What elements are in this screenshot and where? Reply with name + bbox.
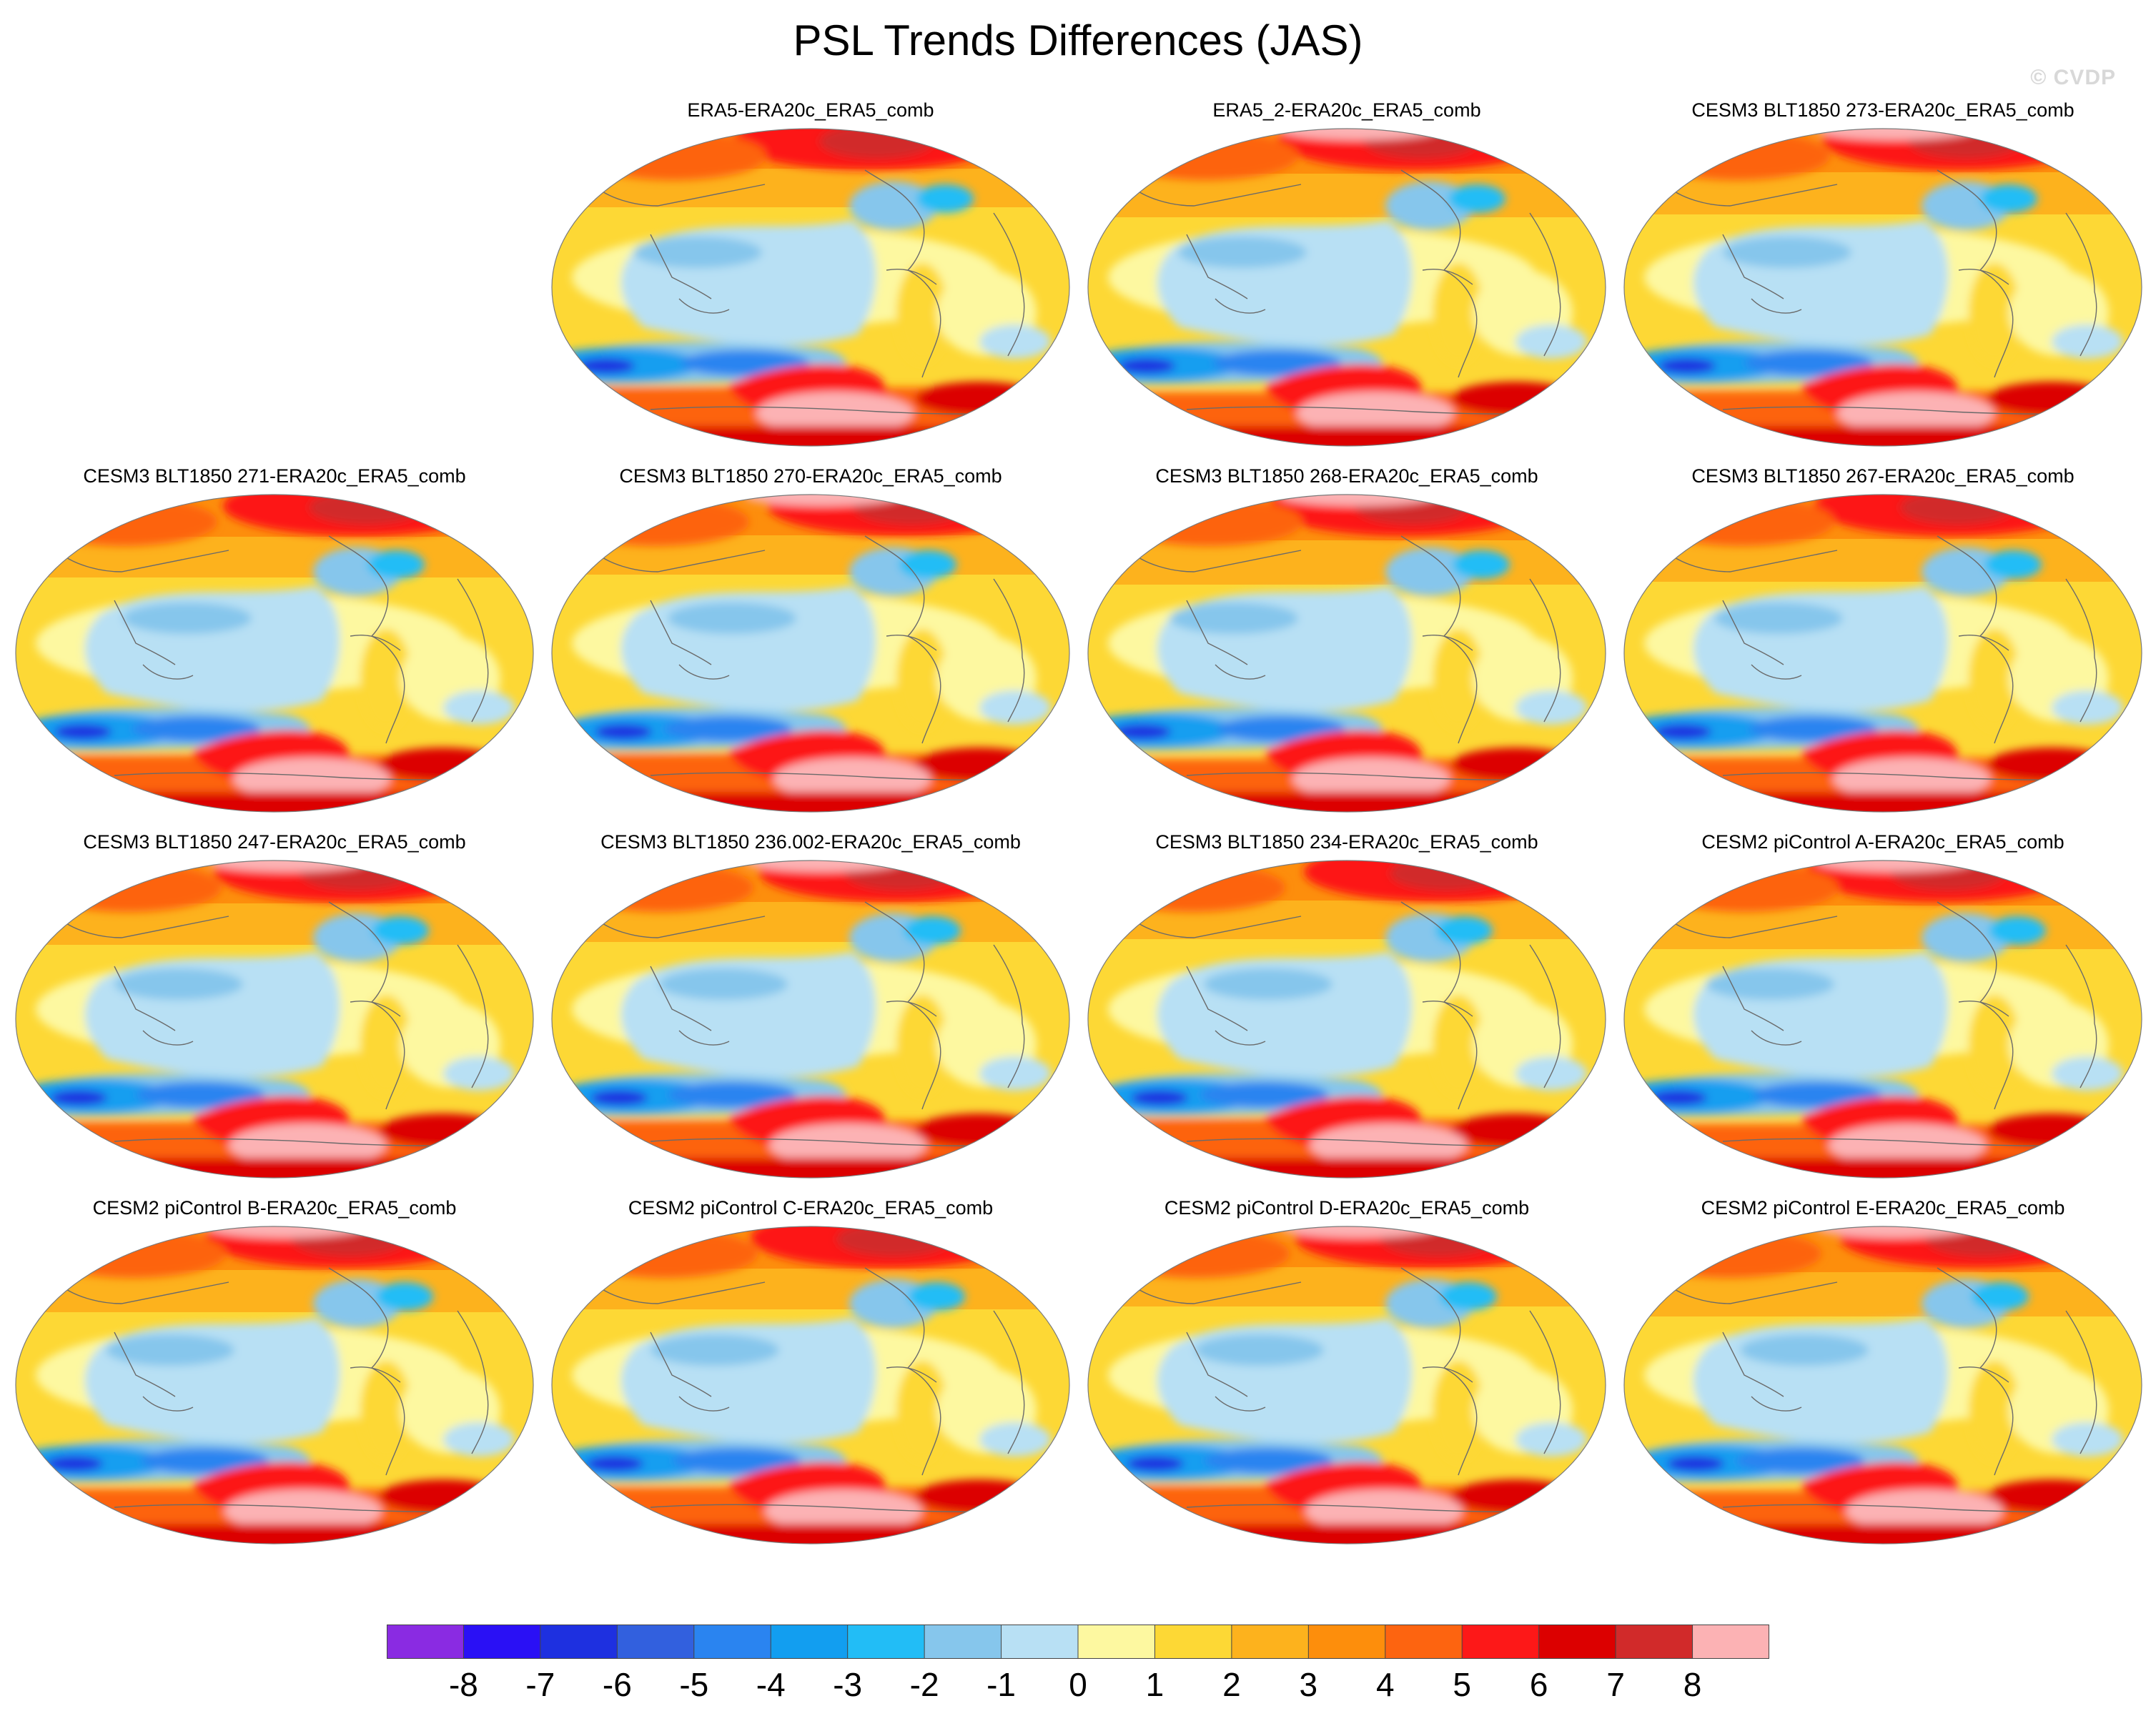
colorbar-swatch — [1462, 1625, 1540, 1659]
colorbar-tick-label: -2 — [909, 1666, 939, 1703]
map-panel — [1087, 860, 1606, 1179]
colorbar-swatch — [771, 1625, 849, 1659]
colorbar-tick-label: 7 — [1606, 1666, 1625, 1703]
colorbar-swatch — [1616, 1625, 1693, 1659]
colorbar-tick-label: 6 — [1529, 1666, 1548, 1703]
panel-title: ERA5-ERA20c_ERA5_comb — [687, 99, 934, 121]
panel-title: CESM2 piControl E-ERA20c_ERA5_comb — [1701, 1197, 2065, 1219]
panel-title: CESM3 BLT1850 267-ERA20c_ERA5_comb — [1691, 465, 2075, 487]
colorbar-swatch — [463, 1625, 541, 1659]
colorbar-swatch — [847, 1625, 925, 1659]
colorbar-tick-label: 4 — [1375, 1666, 1395, 1703]
panel-title: ERA5_2-ERA20c_ERA5_comb — [1212, 99, 1481, 121]
map-panel — [1623, 494, 2142, 813]
panel-title: CESM2 piControl D-ERA20c_ERA5_comb — [1164, 1197, 1530, 1219]
colorbar-tick-label: -6 — [602, 1666, 632, 1703]
colorbar-swatch — [693, 1625, 771, 1659]
map-panel — [15, 860, 534, 1179]
colorbar-tick-label: 2 — [1222, 1666, 1241, 1703]
cvdp-watermark: © CVDP — [2030, 66, 2116, 89]
panel-title: CESM3 BLT1850 247-ERA20c_ERA5_comb — [83, 831, 466, 853]
map-panel — [1087, 128, 1606, 447]
panel-title: CESM2 piControl C-ERA20c_ERA5_comb — [628, 1197, 994, 1219]
colorbar-swatch — [1231, 1625, 1309, 1659]
map-panel — [551, 494, 1070, 813]
panel-title: CESM3 BLT1850 234-ERA20c_ERA5_comb — [1155, 831, 1538, 853]
colorbar-tick-label: 8 — [1683, 1666, 1702, 1703]
map-panel — [15, 1226, 534, 1544]
map-panel — [1623, 1226, 2142, 1544]
colorbar-tick-label: -7 — [525, 1666, 555, 1703]
map-panel — [1623, 128, 2142, 447]
map-panel — [551, 1226, 1070, 1544]
colorbar-swatch — [1154, 1625, 1232, 1659]
colorbar-swatch — [1308, 1625, 1386, 1659]
colorbar-tick-label: 0 — [1069, 1666, 1087, 1703]
map-panel — [1623, 860, 2142, 1179]
panel-title: CESM3 BLT1850 273-ERA20c_ERA5_comb — [1691, 99, 2075, 121]
colorbar-swatch — [1001, 1625, 1079, 1659]
colorbar-swatch — [540, 1625, 618, 1659]
map-panel — [1087, 1226, 1606, 1544]
colorbar — [387, 1625, 1769, 1659]
panel-title: CESM3 BLT1850 236.002-ERA20c_ERA5_comb — [600, 831, 1021, 853]
colorbar-swatch — [1538, 1625, 1616, 1659]
colorbar-swatch — [1692, 1625, 1769, 1659]
panel-title: CESM3 BLT1850 271-ERA20c_ERA5_comb — [83, 465, 466, 487]
map-panel — [1087, 494, 1606, 813]
panel-title: CESM3 BLT1850 268-ERA20c_ERA5_comb — [1155, 465, 1538, 487]
colorbar-tick-label: -1 — [986, 1666, 1016, 1703]
figure-title: PSL Trends Differences (JAS) — [793, 16, 1363, 64]
colorbar-tick-label: 5 — [1453, 1666, 1472, 1703]
map-panel — [551, 860, 1070, 1179]
colorbar-tick-label: -3 — [833, 1666, 863, 1703]
colorbar-swatch — [387, 1625, 464, 1659]
map-panel — [15, 494, 534, 813]
colorbar-swatch — [924, 1625, 1002, 1659]
colorbar-tick-label: -5 — [679, 1666, 709, 1703]
colorbar-swatch — [1078, 1625, 1155, 1659]
panel-title: CESM2 piControl B-ERA20c_ERA5_comb — [92, 1197, 457, 1219]
panel-title: CESM3 BLT1850 270-ERA20c_ERA5_comb — [619, 465, 1002, 487]
colorbar-tick-label: 3 — [1299, 1666, 1318, 1703]
map-panel — [551, 128, 1070, 447]
colorbar-tick-label: 1 — [1145, 1666, 1164, 1703]
panel-title: CESM2 piControl A-ERA20c_ERA5_comb — [1701, 831, 2064, 853]
colorbar-swatch — [617, 1625, 695, 1659]
colorbar-tick-label: -4 — [756, 1666, 786, 1703]
colorbar-tick-label: -8 — [448, 1666, 478, 1703]
colorbar-swatch — [1385, 1625, 1463, 1659]
